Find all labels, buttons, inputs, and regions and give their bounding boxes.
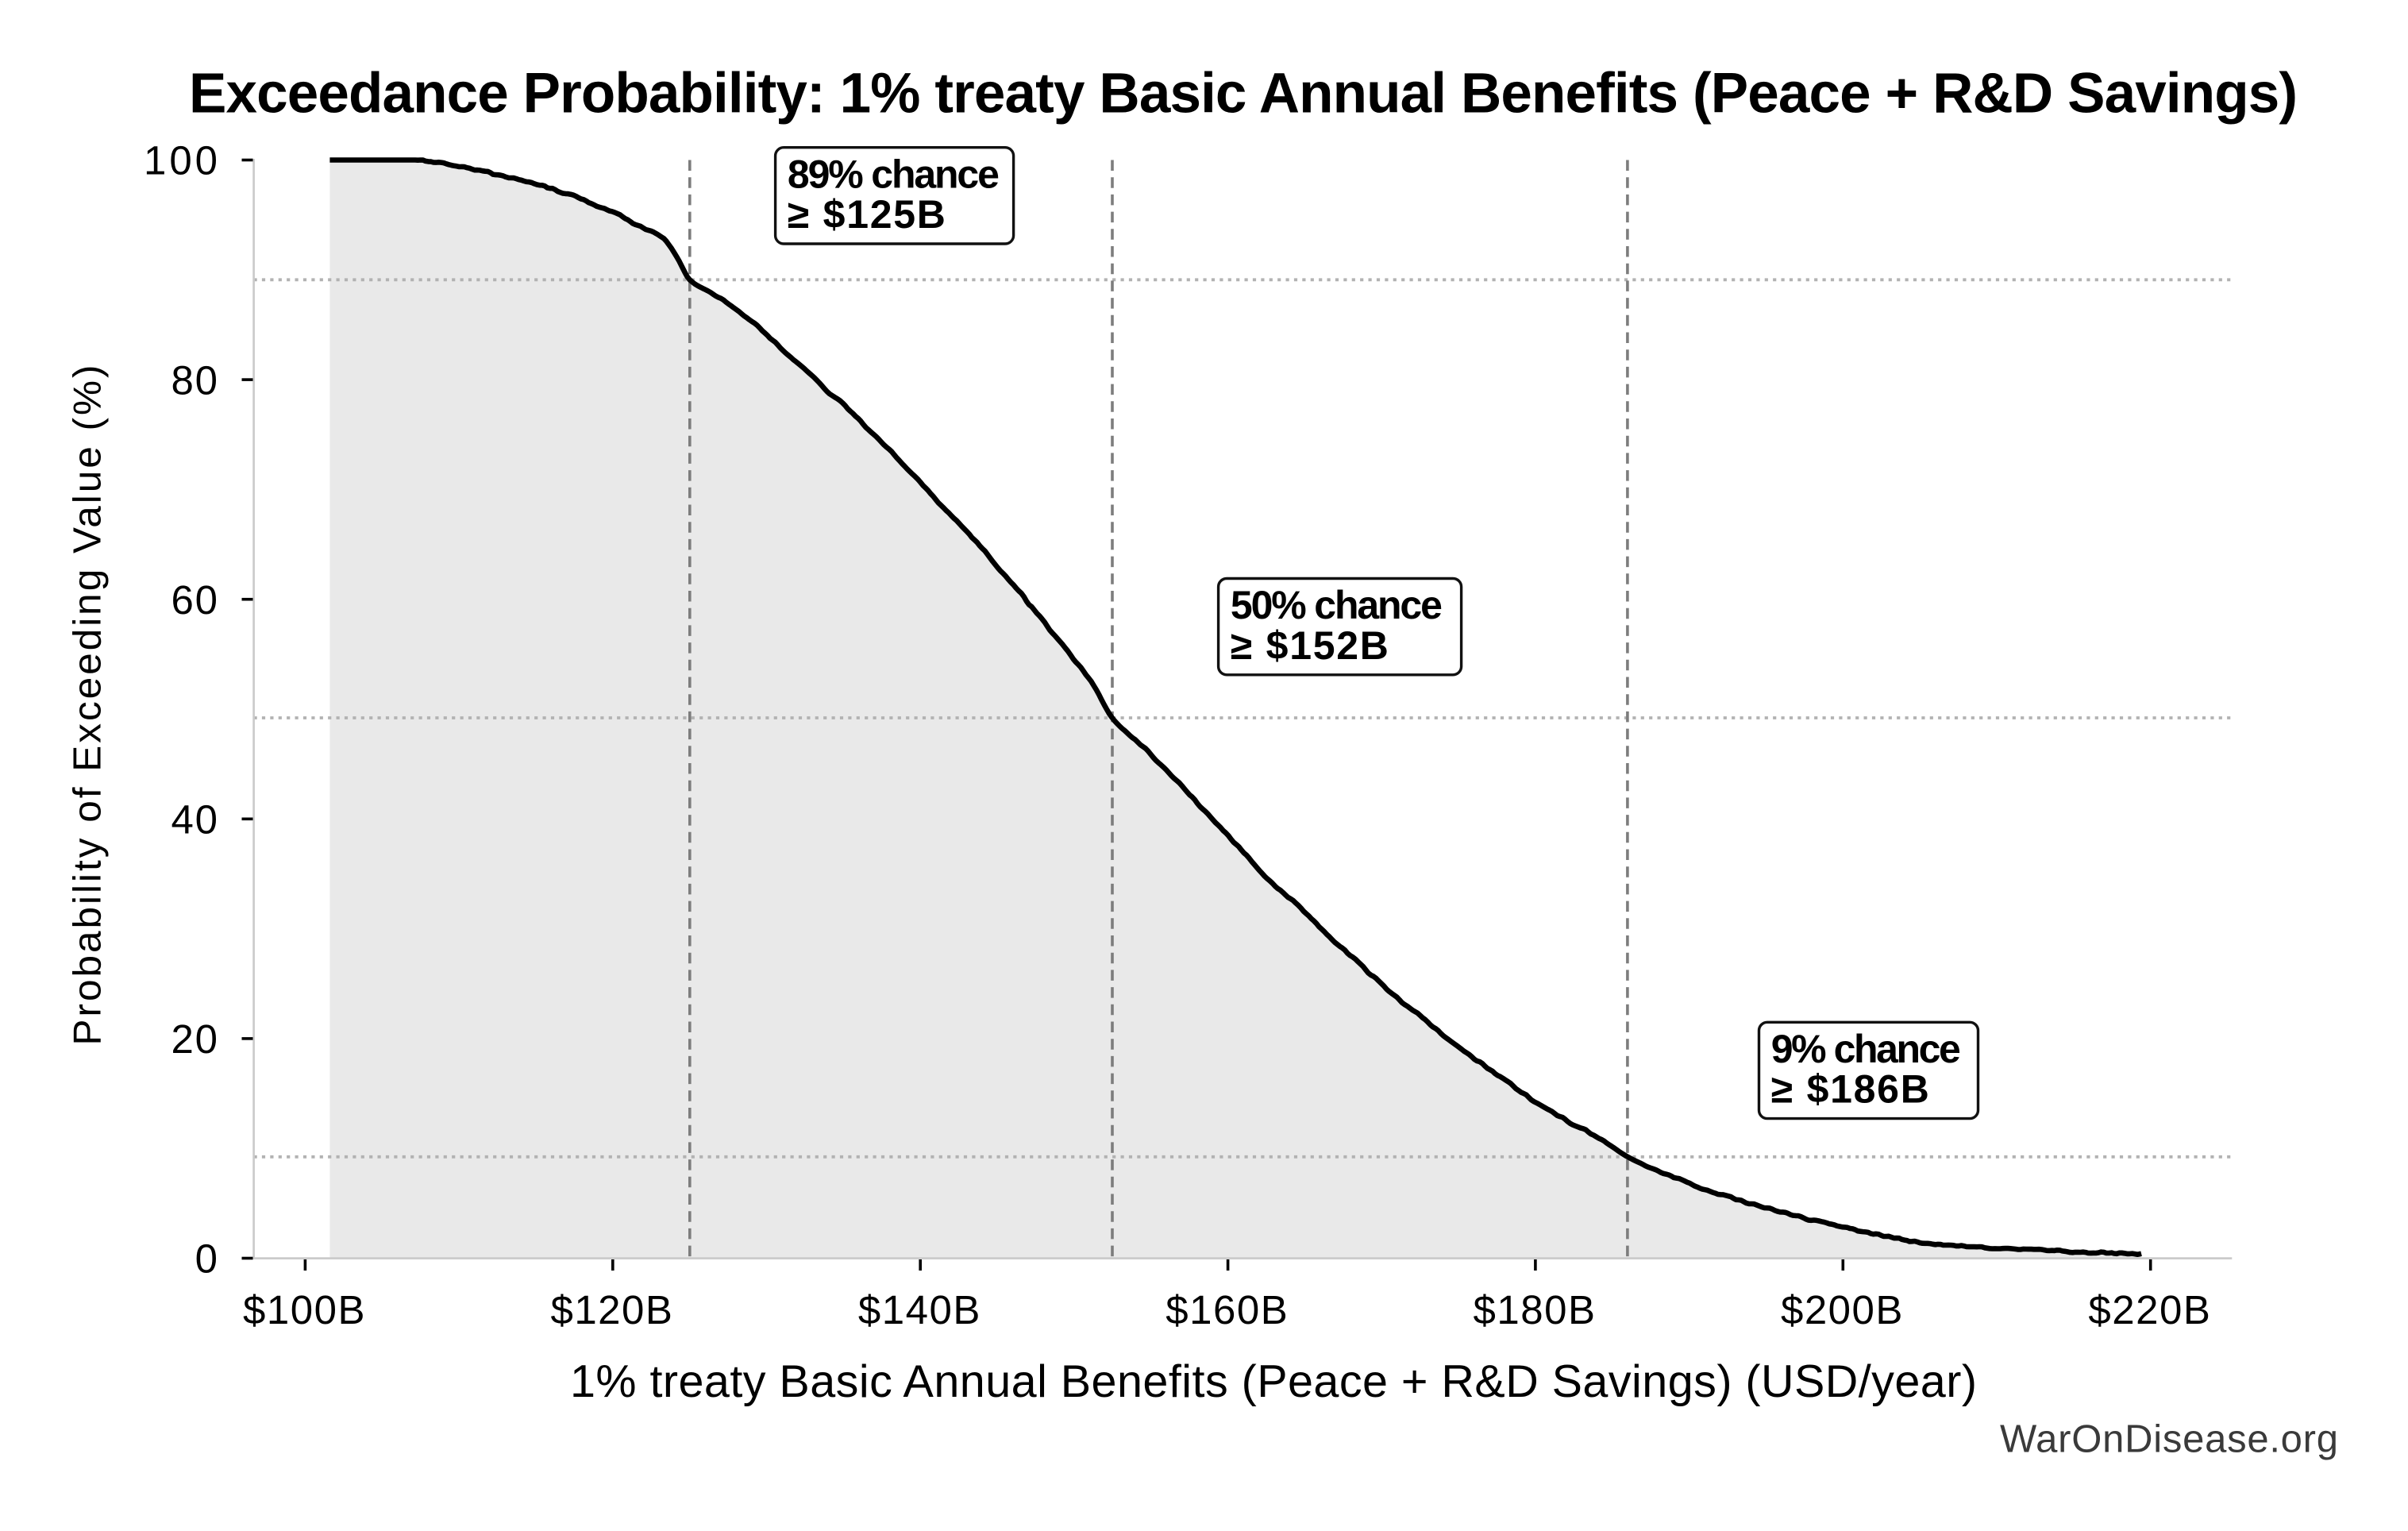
svg-text:$220B: $220B	[2088, 1287, 2210, 1332]
svg-text:≥ $125B: ≥ $125B	[788, 192, 946, 237]
svg-text:100: 100	[144, 138, 218, 183]
svg-text:0: 0	[195, 1236, 218, 1282]
svg-text:$120B: $120B	[550, 1287, 672, 1332]
svg-text:WarOnDisease.org: WarOnDisease.org	[2000, 1418, 2338, 1461]
svg-text:$140B: $140B	[858, 1287, 981, 1332]
svg-text:9% chance: 9% chance	[1771, 1027, 1961, 1071]
svg-text:80: 80	[171, 357, 218, 403]
svg-text:≥ $152B: ≥ $152B	[1231, 623, 1389, 668]
svg-text:50% chance: 50% chance	[1231, 583, 1443, 627]
svg-text:$180B: $180B	[1474, 1287, 1596, 1332]
svg-text:20: 20	[171, 1016, 218, 1062]
svg-text:89% chance: 89% chance	[788, 152, 1000, 196]
svg-text:Probability of Exceeding Value: Probability of Exceeding Value (%)	[65, 365, 109, 1046]
svg-text:1% treaty Basic Annual Benefit: 1% treaty Basic Annual Benefits (Peace +…	[570, 1356, 1977, 1407]
svg-text:$160B: $160B	[1165, 1287, 1288, 1332]
svg-text:60: 60	[171, 577, 218, 623]
svg-text:$200B: $200B	[1781, 1287, 1903, 1332]
svg-text:Exceedance Probability: 1% tre: Exceedance Probability: 1% treaty Basic …	[189, 63, 2298, 125]
svg-text:≥ $186B: ≥ $186B	[1771, 1067, 1929, 1112]
svg-text:$100B: $100B	[243, 1287, 365, 1332]
svg-text:40: 40	[171, 797, 218, 843]
